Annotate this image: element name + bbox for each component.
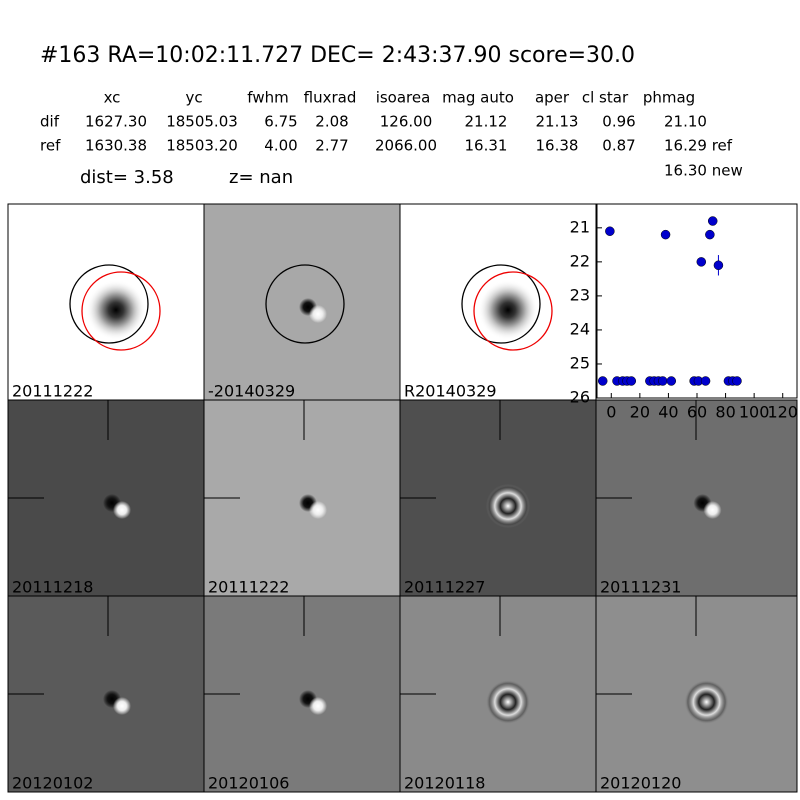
column-header: fwhm xyxy=(247,89,288,107)
y-tick-label: 21 xyxy=(570,217,590,236)
table-cell: 1630.38 xyxy=(85,137,147,155)
y-tick-label: 24 xyxy=(570,319,590,338)
source-light xyxy=(703,501,722,519)
z: z= nan xyxy=(229,167,293,188)
x-tick-label: 80 xyxy=(715,403,735,422)
row-label: ref xyxy=(40,137,61,155)
table-cell: 126.00 xyxy=(380,113,433,131)
stamp-label: 20120120 xyxy=(600,774,681,793)
stamp-label: -20140329 xyxy=(208,382,295,401)
x-tick-label: 0 xyxy=(606,403,616,422)
stamp-label: 20111231 xyxy=(600,578,681,597)
column-header: aper xyxy=(535,89,570,107)
table-cell: 0.96 xyxy=(602,113,635,131)
y-tick-label: 23 xyxy=(570,285,590,304)
plot-area xyxy=(596,203,798,399)
point xyxy=(713,260,724,271)
column-header: yc xyxy=(185,89,202,107)
point xyxy=(700,376,711,386)
table-cell: 16.31 xyxy=(465,137,508,155)
table-cell: 6.75 xyxy=(264,113,297,131)
table-cell: 21.12 xyxy=(465,113,508,131)
stamp-label: R20140329 xyxy=(404,382,497,401)
column-header: isoarea xyxy=(376,89,431,107)
new-circle xyxy=(473,271,553,351)
y-tick-label: 26 xyxy=(570,388,590,407)
table-cell: 2.08 xyxy=(315,113,348,131)
stamp-label: 20111222 xyxy=(208,578,289,597)
table-cell: 21.10 xyxy=(664,113,707,131)
table-cell: 16.29 ref xyxy=(664,137,733,155)
table-cell: 2.77 xyxy=(315,137,348,155)
stamp-label: 20120102 xyxy=(12,774,93,793)
new-circle xyxy=(81,271,161,351)
point xyxy=(705,229,715,240)
dist: dist= 3.58 xyxy=(80,167,174,188)
point xyxy=(605,226,615,236)
point xyxy=(660,229,671,240)
point xyxy=(696,257,707,267)
stamp-label: 20111218 xyxy=(12,578,93,597)
source xyxy=(478,280,538,340)
source-light xyxy=(309,501,327,519)
column-header: mag auto xyxy=(442,89,514,107)
table-cell: 4.00 xyxy=(264,137,297,155)
table-cell: 0.87 xyxy=(602,137,635,155)
column-header: phmag xyxy=(643,89,695,107)
source-ring xyxy=(684,680,729,724)
point xyxy=(666,376,677,386)
table-cell: 18505.03 xyxy=(166,113,238,131)
point xyxy=(657,376,668,386)
ref-circle xyxy=(69,264,149,344)
source-light xyxy=(113,501,131,519)
point xyxy=(626,376,637,386)
title: #163 RA=10:02:11.727 DEC= 2:43:37.90 sco… xyxy=(40,43,635,68)
x-tick-label: 120 xyxy=(767,403,798,422)
y-tick-label: 25 xyxy=(570,353,590,372)
column-header: xc xyxy=(104,89,121,107)
point xyxy=(732,376,742,386)
x-tick-label: 40 xyxy=(658,403,678,422)
column-header: cl star xyxy=(582,89,629,107)
source-light xyxy=(309,697,327,715)
column-header: fluxrad xyxy=(304,89,357,107)
table-cell: 18503.20 xyxy=(166,137,238,155)
point xyxy=(597,376,608,386)
extra: 16.30 new xyxy=(664,162,743,180)
table-cell: 2066.00 xyxy=(375,137,437,155)
stamp-label: 20111227 xyxy=(404,578,485,597)
point xyxy=(707,216,718,226)
x-tick-label: 60 xyxy=(687,403,707,422)
y-tick-label: 22 xyxy=(570,251,590,270)
source-light xyxy=(309,305,327,323)
source-ring xyxy=(486,680,530,724)
table-cell: 1627.30 xyxy=(85,113,147,131)
source-light xyxy=(113,697,131,715)
stamp-label: 20120106 xyxy=(208,774,289,793)
x-tick-label: 100 xyxy=(739,403,770,422)
source xyxy=(86,280,146,340)
stamp-label: 20120118 xyxy=(404,774,485,793)
stamp-label: 20111222 xyxy=(12,382,93,401)
x-tick-label: 20 xyxy=(630,403,650,422)
table-cell: 21.13 xyxy=(536,113,579,131)
ref-circle xyxy=(265,264,345,344)
row-label: dif xyxy=(40,113,60,131)
ref-circle xyxy=(461,264,541,344)
table-cell: 16.38 xyxy=(536,137,579,155)
source-ring xyxy=(486,484,530,528)
